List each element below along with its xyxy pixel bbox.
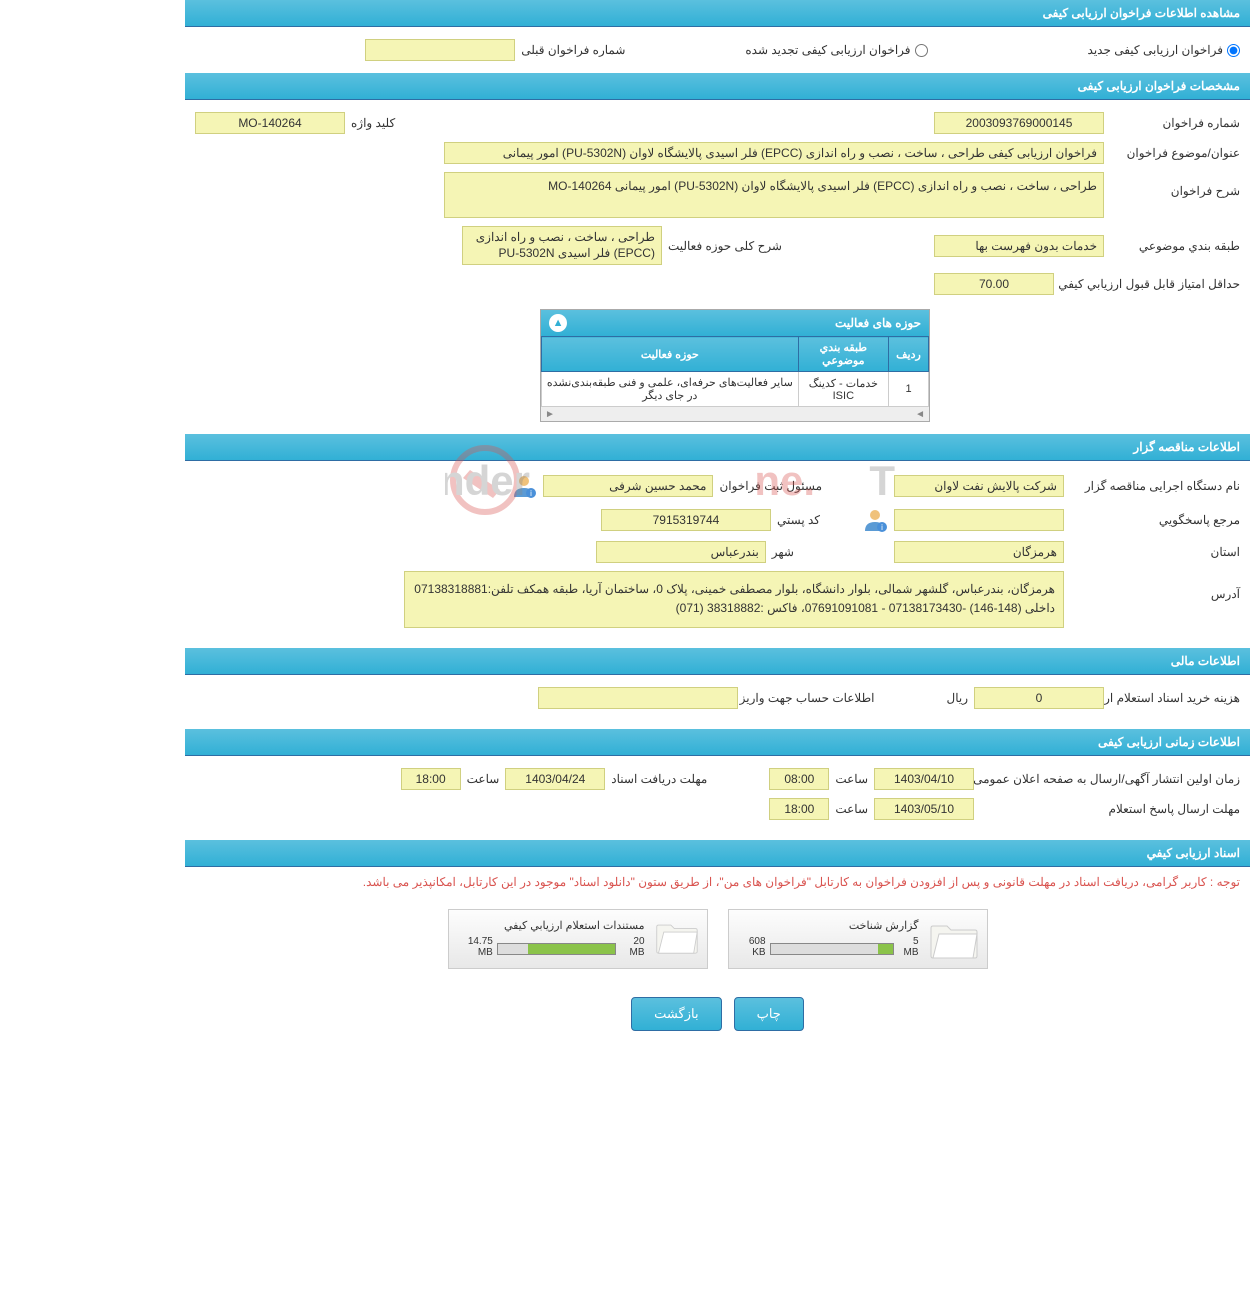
report-used: 608 KB xyxy=(737,936,766,958)
province-label: استان xyxy=(1070,545,1240,559)
financial-header: اطلاعات مالی xyxy=(185,648,1250,675)
prev-number-label: شماره فراخوان قبلی xyxy=(521,43,625,57)
min-score-field: 70.00 xyxy=(934,273,1054,295)
scroll-indicator: ◄► xyxy=(541,407,929,421)
cost-label: هزینه خرید اسناد استعلام ارزیابي کیفي xyxy=(1110,691,1240,705)
report-box[interactable]: گزارش شناخت 5 MB 608 KB xyxy=(728,909,988,969)
min-score-label: حداقل امتیاز قابل قبول ارزیابي کیفي xyxy=(1060,277,1240,291)
table-row: 1 خدمات - کدینگ ISIC سایر فعالیت‌های حرف… xyxy=(542,372,929,407)
title-field: فراخوان ارزیابی کیفی طراحی ، ساخت ، نصب … xyxy=(444,142,1104,164)
radio-new[interactable] xyxy=(1227,44,1240,57)
timing-header: اطلاعات زمانی ارزیابی کیفی xyxy=(185,729,1250,756)
activity-desc-label: شرح کلی حوزه فعالیت xyxy=(668,239,782,253)
docs-header: اسناد ارزیابی کیفي xyxy=(185,840,1250,867)
back-button[interactable]: بازگشت xyxy=(631,997,721,1031)
title-label: عنوان/موضوع فراخوان xyxy=(1110,146,1240,160)
report-label: گزارش شناخت xyxy=(737,919,919,932)
desc-field: طراحی ، ساخت ، نصب و راه اندازی (EPCC) ف… xyxy=(444,172,1104,218)
registrar-label: مسئول ثبت فراخوان xyxy=(719,479,822,493)
category-field: خدمات بدون فهرست بها xyxy=(934,235,1104,257)
cell-category: خدمات - کدینگ ISIC xyxy=(798,372,888,407)
notice-text: توجه : کاربر گرامی، دریافت اسناد در مهلت… xyxy=(185,867,1250,897)
cost-field: 0 xyxy=(974,687,1104,709)
response-label: مهلت ارسال پاسخ استعلام xyxy=(980,802,1240,816)
docs-used: 14.75 MB xyxy=(457,936,493,958)
address-label: آدرس xyxy=(1070,571,1240,601)
responder-label: مرجع پاسخگويي xyxy=(1070,513,1240,527)
docs-label: مستندات استعلام ارزیابي کیفي xyxy=(457,919,645,932)
activities-panel: حوزه های فعالیت ▲ رديف طبقه بندي موضوعي … xyxy=(540,309,930,422)
number-label: شماره فراخوان xyxy=(1110,116,1240,130)
collapse-icon[interactable]: ▲ xyxy=(549,314,567,332)
tenderer-header: اطلاعات مناقصه گزار xyxy=(185,434,1250,461)
folder-icon xyxy=(655,918,699,960)
col-category: طبقه بندي موضوعي xyxy=(798,337,888,372)
receive-time-label: ساعت xyxy=(467,772,500,786)
col-row: رديف xyxy=(889,337,929,372)
radio-renewed[interactable] xyxy=(915,44,928,57)
keyword-field: MO-140264 xyxy=(195,112,345,134)
print-button[interactable]: چاپ xyxy=(734,997,804,1031)
publish-label: زمان اولین انتشار آگهی/ارسال به صفحه اعل… xyxy=(980,772,1240,786)
svg-text:i: i xyxy=(881,523,883,532)
address-field: هرمزگان، بندرعباس، گلشهر شمالی، بلوار دا… xyxy=(404,571,1064,627)
registrar-field: محمد حسین شرفی xyxy=(543,475,713,497)
publish-time-label: ساعت xyxy=(835,772,868,786)
activities-title: حوزه های فعالیت xyxy=(835,316,921,330)
org-label: نام دستگاه اجرایی مناقصه گزار xyxy=(1070,479,1240,493)
account-label: اطلاعات حساب جهت واریز هزینه خرید اسناد xyxy=(744,691,874,705)
activity-desc-field: طراحی ، ساخت ، نصب و راه اندازی (EPCC) ف… xyxy=(462,226,662,265)
folder-icon xyxy=(929,918,979,960)
radio-renewed-label: فراخوان ارزیابی کیفی تجدید شده xyxy=(745,43,910,57)
specs-header: مشخصات فراخوان ارزیابی کیفی xyxy=(185,73,1250,100)
keyword-label: کلید واژه xyxy=(351,116,395,130)
receive-label: مهلت دریافت اسناد xyxy=(611,772,707,786)
progress-bar xyxy=(770,943,894,955)
publish-date-field: 1403/04/10 xyxy=(874,768,974,790)
user-icon: i xyxy=(862,507,888,533)
user-icon: i xyxy=(511,473,537,499)
response-time-field: 18:00 xyxy=(769,798,829,820)
account-field xyxy=(538,687,738,709)
postal-label: کد پستي xyxy=(777,513,820,527)
cell-idx: 1 xyxy=(889,372,929,407)
org-field: شرکت پالایش نفت لاوان xyxy=(894,475,1064,497)
main-header: مشاهده اطلاعات فراخوان ارزیابی کیفی xyxy=(185,0,1250,27)
svg-text:i: i xyxy=(531,489,533,498)
province-field: هرمزگان xyxy=(894,541,1064,563)
desc-label: شرح فراخوان xyxy=(1110,172,1240,198)
response-time-label: ساعت xyxy=(835,802,868,816)
prev-number-field xyxy=(365,39,515,61)
category-label: طبقه بندي موضوعي xyxy=(1110,239,1240,253)
progress-bar xyxy=(497,943,616,955)
publish-time-field: 08:00 xyxy=(769,768,829,790)
report-total: 5 MB xyxy=(898,936,919,958)
activities-table: رديف طبقه بندي موضوعي حوزه فعالیت 1 خدما… xyxy=(541,336,929,407)
postal-field: 7915319744 xyxy=(601,509,771,531)
radio-new-label: فراخوان ارزیابی کیفی جدید xyxy=(1088,43,1223,57)
response-date-field: 1403/05/10 xyxy=(874,798,974,820)
receive-time-field: 18:00 xyxy=(401,768,461,790)
docs-box[interactable]: مستندات استعلام ارزیابي کیفي 20 MB 14.75… xyxy=(448,909,708,969)
receive-date-field: 1403/04/24 xyxy=(505,768,605,790)
cell-field: سایر فعالیت‌های حرفه‌ای، علمی و فنی طبقه… xyxy=(542,372,799,407)
responder-field xyxy=(894,509,1064,531)
docs-total: 20 MB xyxy=(620,936,645,958)
city-field: بندرعباس xyxy=(596,541,766,563)
currency-label: ریال xyxy=(946,691,968,705)
number-field: 2003093769000145 xyxy=(934,112,1104,134)
city-label: شهر xyxy=(772,545,794,559)
col-field: حوزه فعالیت xyxy=(542,337,799,372)
